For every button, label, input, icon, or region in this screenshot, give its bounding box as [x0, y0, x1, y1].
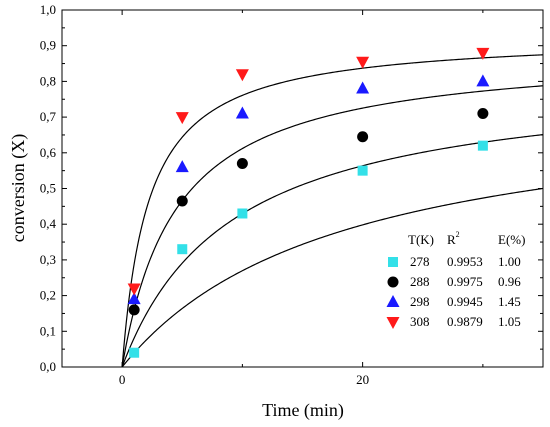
data-point-288	[357, 131, 369, 143]
y-tick-label: 0,3	[40, 252, 56, 267]
fit-curves	[121, 54, 543, 367]
fit-curve-278	[121, 187, 543, 367]
data-point-278	[177, 244, 188, 255]
data-point-298	[175, 160, 189, 173]
x-axis-title: Time (min)	[262, 400, 344, 421]
legend-error: 0.96	[498, 274, 521, 289]
data-point-278	[477, 140, 488, 151]
y-tick-label: 1,0	[40, 2, 56, 17]
legend-r-squared: 0.9879	[447, 314, 483, 329]
legend: T(K) R2 E(%) 278 0.9953 1.00 288 0.9975 0.96 2…	[386, 230, 525, 329]
legend-error: 1.00	[498, 254, 521, 269]
data-point-308	[235, 69, 249, 82]
data-point-308	[175, 112, 189, 125]
legend-marker-288	[387, 276, 399, 288]
legend-marker-308	[386, 317, 400, 329]
legend-temperature: 278	[410, 254, 430, 269]
legend-header-temperature: T(K)	[408, 232, 434, 247]
fit-curve-298	[121, 85, 543, 367]
y-tick-label: 0,5	[40, 181, 56, 196]
legend-temperature: 308	[410, 314, 430, 329]
data-point-278	[357, 165, 368, 176]
data-point-288	[128, 304, 140, 316]
legend-marker-298	[386, 295, 400, 307]
fit-curve-288	[121, 134, 543, 367]
x-tick-label: 20	[356, 372, 369, 387]
y-tick-label: 0,6	[40, 145, 57, 160]
legend-error: 1.05	[498, 314, 521, 329]
y-tick-label: 0,1	[40, 323, 56, 338]
data-point-308	[127, 283, 141, 296]
data-point-278	[129, 347, 140, 358]
data-point-298	[127, 292, 141, 305]
legend-temperature: 288	[410, 274, 430, 289]
y-tick-label: 0,7	[40, 109, 57, 124]
data-point-278	[237, 208, 248, 219]
data-point-308	[476, 47, 490, 60]
data-point-288	[176, 195, 188, 207]
data-point-298	[476, 74, 490, 87]
data-point-288	[236, 158, 248, 170]
data-point-288	[477, 108, 489, 120]
y-tick-label: 0,2	[40, 288, 56, 303]
y-axis-title: conversion (X)	[8, 134, 29, 242]
y-tick-label: 0,8	[40, 73, 56, 88]
data-point-298	[356, 81, 370, 94]
x-tick-label: 0	[119, 372, 126, 387]
data-points	[127, 47, 490, 358]
legend-header-error: E(%)	[498, 232, 525, 247]
legend-header-r-sup: 2	[456, 230, 460, 239]
y-tick-label: 0,9	[40, 38, 56, 53]
legend-r-squared: 0.9975	[447, 274, 483, 289]
data-point-298	[235, 106, 249, 119]
legend-marker-278	[388, 257, 398, 267]
axis-ticks: 0,0 0,1 0,2 0,3 0,4 0,5 0,6 0,7 0,8 0,9 1,0 0 20	[40, 2, 543, 387]
legend-error: 1.45	[498, 294, 521, 309]
legend-header-r-squared: R2	[447, 230, 460, 247]
legend-header-r: R	[447, 232, 456, 247]
y-tick-label: 0,4	[40, 216, 57, 231]
data-point-308	[356, 56, 370, 69]
legend-r-squared: 0.9945	[447, 294, 483, 309]
y-tick-label: 0,0	[40, 359, 56, 374]
legend-temperature: 298	[410, 294, 430, 309]
legend-r-squared: 0.9953	[447, 254, 483, 269]
fit-curve-308	[121, 54, 543, 367]
